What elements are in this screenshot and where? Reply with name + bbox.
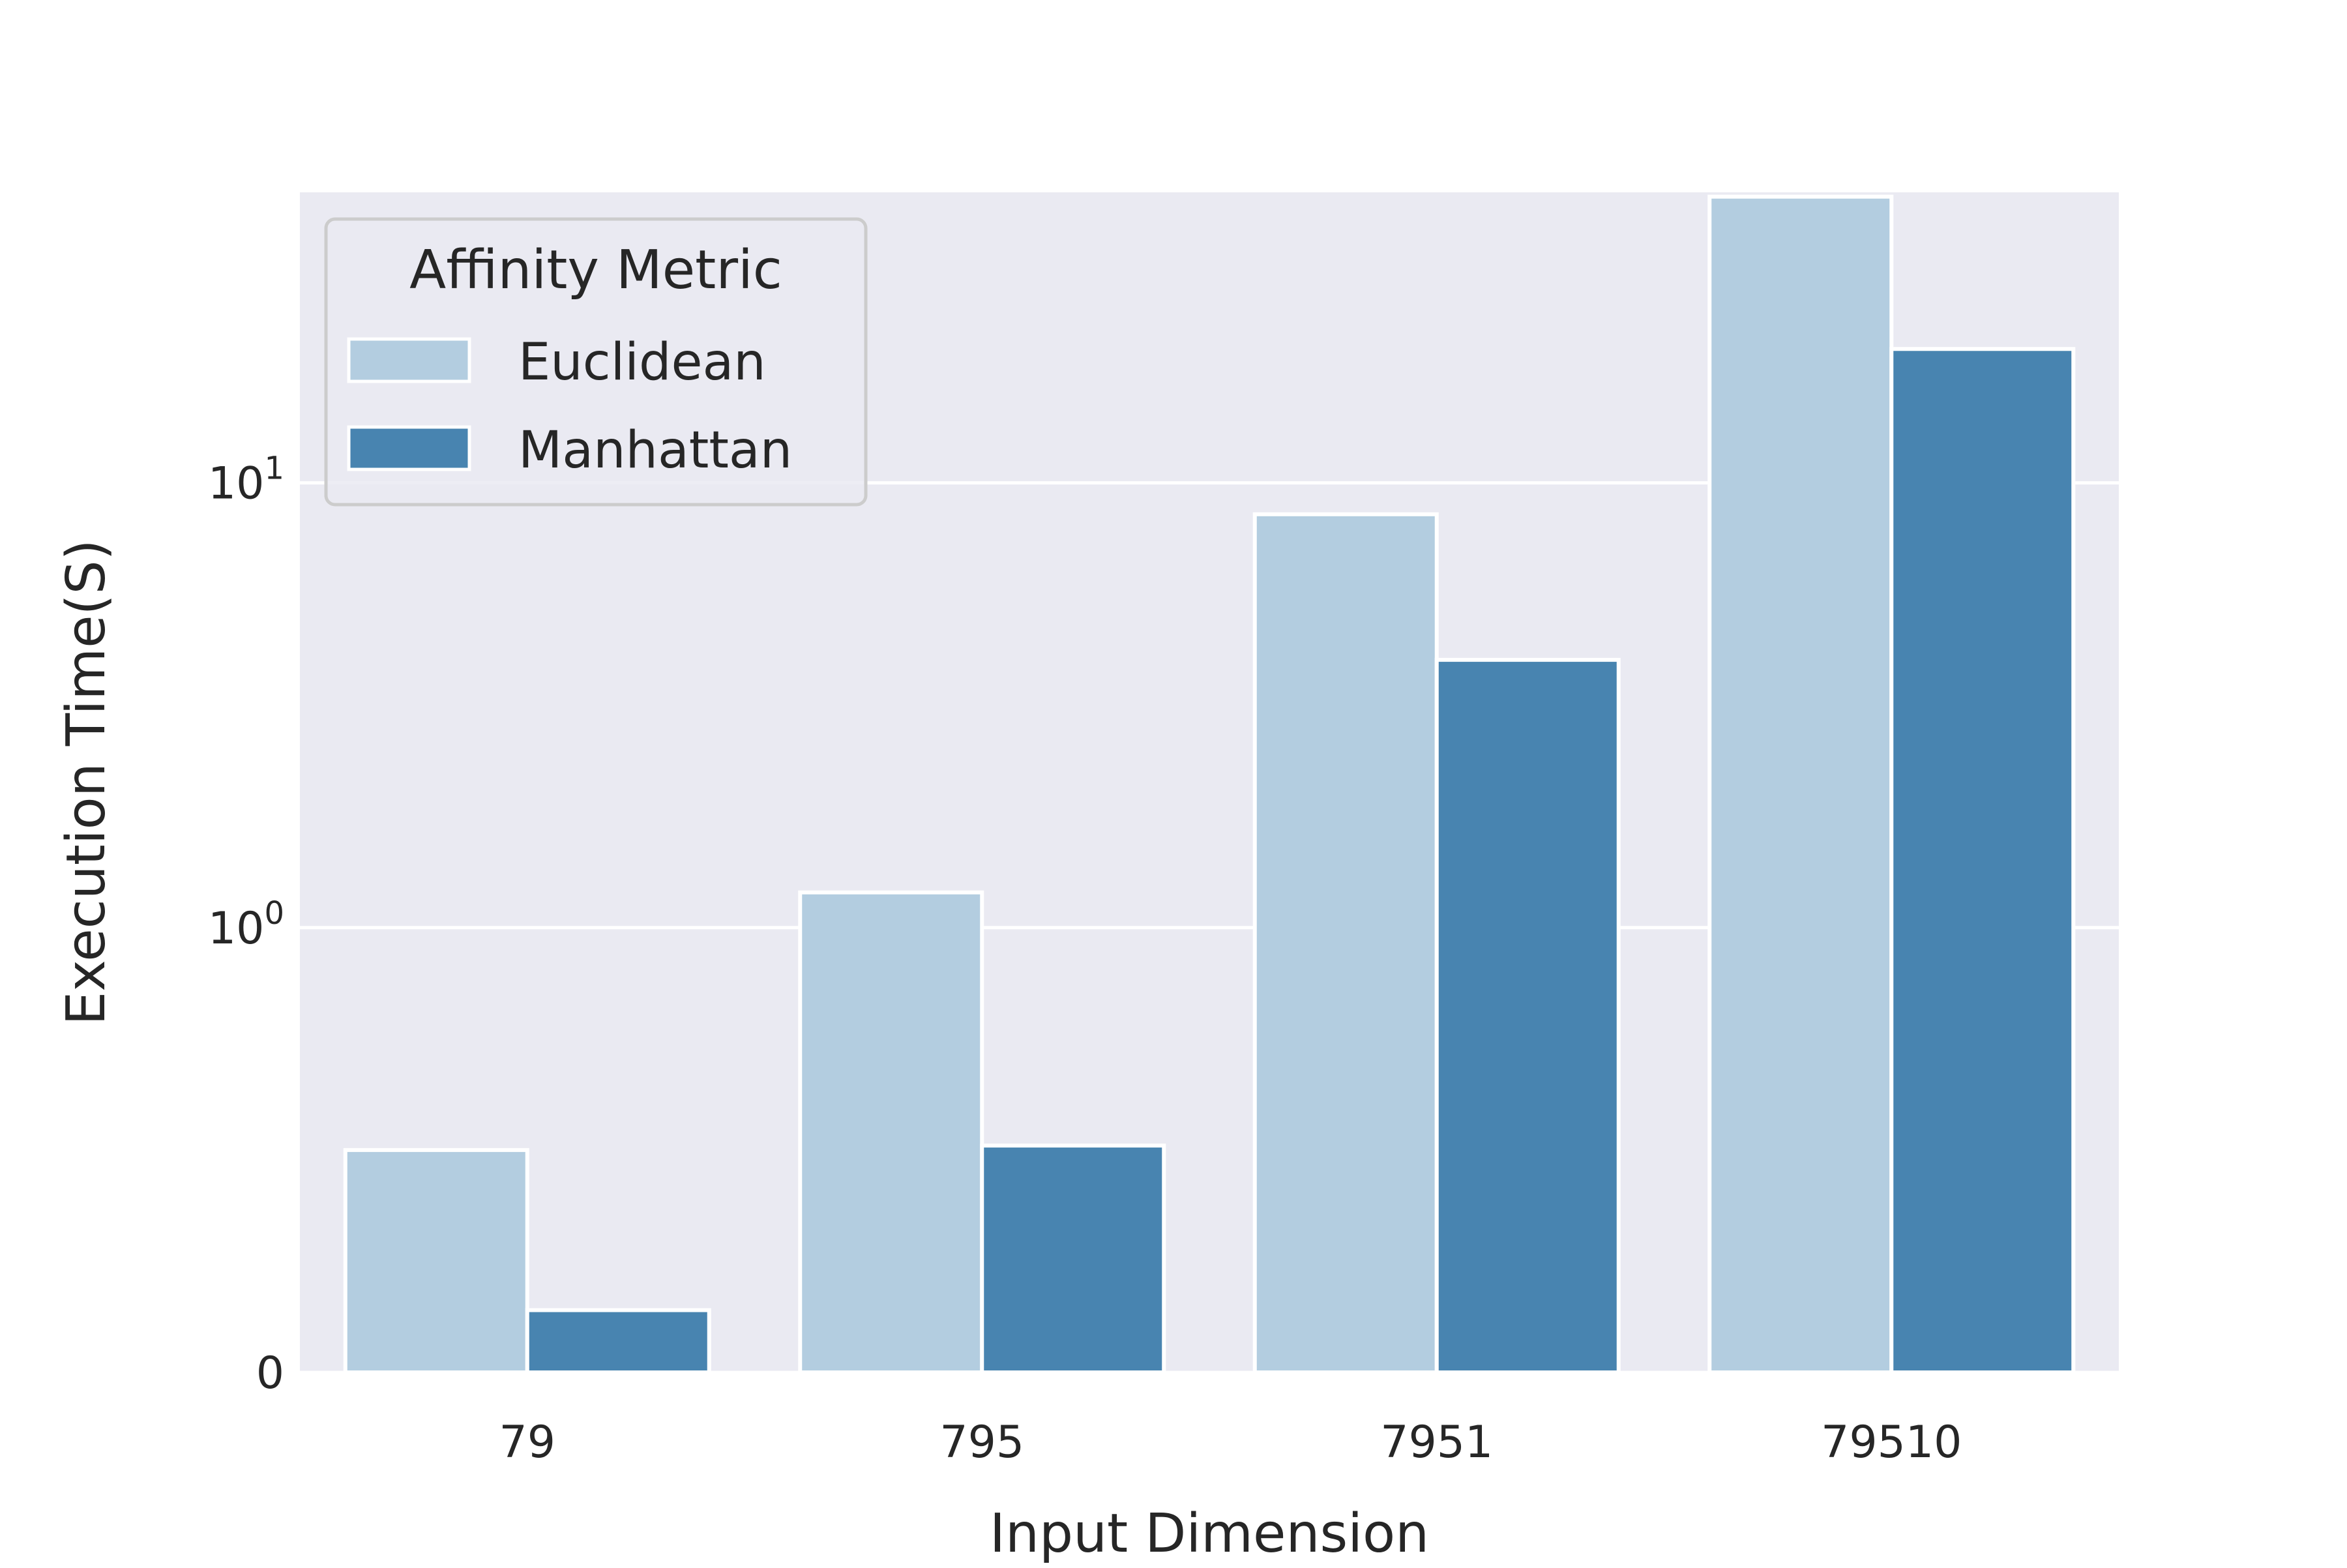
- x-axis-ticks: 79 795 7951 79510: [499, 1417, 1962, 1468]
- legend: Affinity Metric Euclidean Manhattan: [324, 217, 868, 507]
- x-tick-label: 795: [939, 1417, 1024, 1468]
- y-tick-label: 0: [256, 1348, 284, 1399]
- legend-swatch-euclidean: [347, 337, 471, 383]
- y-tick-label: 100: [208, 895, 284, 954]
- bar-manhattan-7951: [1434, 658, 1621, 1375]
- y-axis-ticks: 0 100 101: [208, 451, 284, 1399]
- x-tick-label: 79: [499, 1417, 555, 1468]
- bar-euclidean-79: [343, 1147, 529, 1374]
- x-tick-label: 79510: [1821, 1417, 1962, 1468]
- x-tick-label: 7951: [1380, 1417, 1493, 1468]
- legend-title: Affinity Metric: [409, 239, 782, 301]
- y-axis-label: Execution Time(S): [55, 539, 117, 1025]
- bar-euclidean-79510: [1707, 194, 1894, 1374]
- bar-manhattan-795: [980, 1144, 1166, 1374]
- bar-manhattan-79510: [1889, 347, 2076, 1374]
- bar-euclidean-7951: [1252, 512, 1439, 1374]
- legend-swatch-manhattan: [347, 425, 471, 471]
- x-axis-label: Input Dimension: [990, 1503, 1429, 1565]
- bar-euclidean-795: [798, 890, 984, 1375]
- bar-manhattan-79: [525, 1308, 711, 1375]
- bars: [343, 194, 2076, 1375]
- legend-label-manhattan: Manhattan: [518, 421, 792, 480]
- y-tick-label: 101: [208, 451, 284, 510]
- legend-label-euclidean: Euclidean: [518, 333, 766, 392]
